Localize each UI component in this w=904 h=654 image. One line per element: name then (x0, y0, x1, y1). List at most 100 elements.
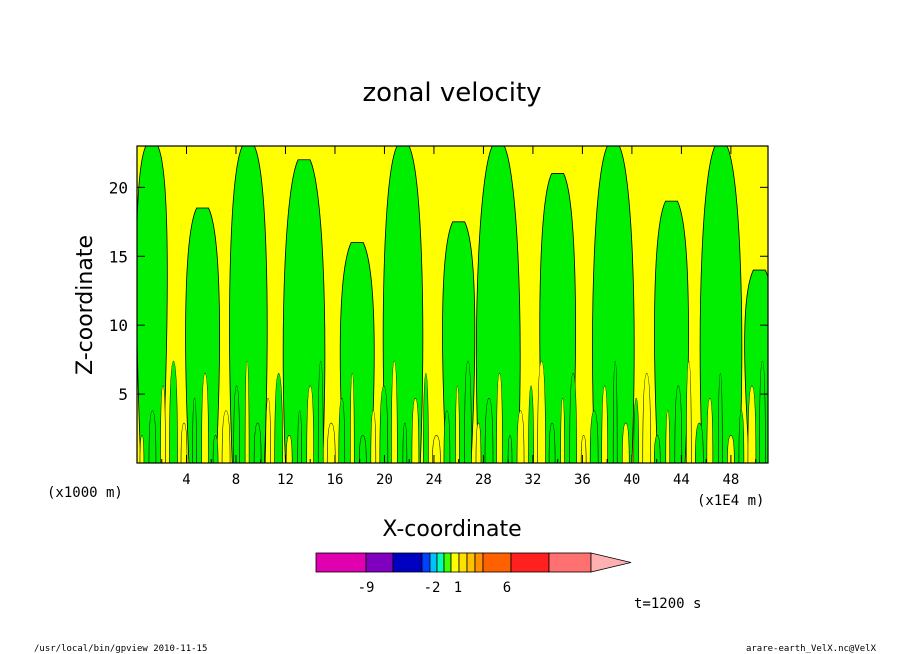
footer-right: arare-earth_VelX.nc@VelX (746, 644, 877, 654)
contour-plume-8 (539, 173, 576, 463)
contour-finger-24 (391, 360, 398, 463)
contour-plume-3 (282, 159, 326, 463)
colorbar-segment-7 (450, 552, 460, 573)
contour-finger-12 (265, 397, 271, 463)
colorbar-segment-8 (458, 552, 468, 573)
contour-plume-0 (137, 146, 168, 463)
contour-plume-9 (592, 146, 635, 463)
contour-finger-41 (569, 373, 577, 463)
time-label: t=1200 s (634, 596, 701, 612)
plot-area (136, 145, 769, 464)
contour-plume-11 (699, 146, 743, 463)
contour-finger-13 (274, 373, 283, 463)
colorbar-label-2: 1 (454, 580, 462, 596)
contour-finger-47 (633, 397, 640, 463)
y-tick-label-5: 5 (118, 385, 128, 404)
contour-finger-32 (475, 422, 482, 463)
x-tick-label-24: 24 (426, 472, 443, 488)
contour-finger-18 (326, 422, 336, 463)
contour-finger-43 (589, 410, 599, 463)
contour-finger-52 (686, 360, 692, 463)
colorbar-segment-12 (510, 552, 550, 573)
contour-finger-17 (317, 360, 324, 463)
x-axis-ticks: 4 8 12 16 20 24 28 32 36 40 44 48 (161, 146, 757, 488)
contour-finger-2 (160, 385, 166, 463)
contour-finger-6 (201, 373, 209, 463)
y-tick-label-10: 10 (109, 316, 128, 335)
contour-finger-14 (285, 435, 293, 463)
contour-finger-40 (560, 397, 565, 463)
contour-finger-51 (674, 385, 683, 463)
contour-finger-7 (212, 435, 219, 463)
contour-finger-20 (349, 373, 355, 463)
colorbar-label-0: -9 (358, 580, 375, 596)
contour-finger-42 (580, 435, 587, 463)
contour-finger-16 (306, 385, 315, 463)
x-tick-label-16: 16 (327, 472, 344, 488)
colorbar-segment-11 (482, 552, 512, 573)
contour-finger-36 (516, 410, 525, 463)
contour-finger-56 (727, 435, 735, 463)
colorbar-segment-6 (443, 552, 452, 573)
contour-finger-23 (379, 385, 389, 463)
contour-finger-54 (706, 397, 714, 463)
contour-finger-26 (411, 397, 420, 463)
contour-finger-22 (370, 410, 377, 463)
x-tick-label-32: 32 (524, 472, 541, 488)
contour-finger-58 (747, 385, 757, 463)
contour-finger-48 (642, 373, 652, 463)
x-tick-label-4: 4 (182, 472, 190, 488)
contour-finger-15 (297, 410, 302, 463)
contour-finger-53 (695, 422, 704, 463)
x-tick-label-48: 48 (722, 472, 739, 488)
colorbar-segment-2 (392, 552, 423, 573)
y-tick-label-20: 20 (109, 178, 128, 197)
contour-finger-55 (718, 373, 723, 463)
x-tick-label-28: 28 (475, 472, 492, 488)
contour-plume-2 (229, 146, 268, 463)
y-axis-ticks: 5 10 15 20 (109, 178, 768, 404)
contour-finger-46 (621, 422, 630, 463)
x-tick-label-8: 8 (232, 472, 240, 488)
contour-finger-45 (612, 360, 618, 463)
x-tick-label-44: 44 (673, 472, 690, 488)
x-tick-label-20: 20 (376, 472, 393, 488)
contour-finger-39 (548, 422, 556, 463)
chart-title: zonal velocity (362, 78, 541, 108)
colorbar-segment-1 (365, 552, 394, 573)
colorbar-segment-5 (436, 552, 445, 573)
contour-finger-44 (601, 385, 608, 463)
contour-finger-8 (221, 410, 231, 463)
x-axis-label: X-coordinate (382, 517, 521, 542)
footer-left: /usr/local/bin/gpview 2010-11-15 (34, 644, 207, 654)
contour-finger-25 (402, 422, 408, 463)
contour-finger-35 (507, 435, 513, 463)
contour-finger-5 (192, 397, 197, 463)
contour-finger-4 (180, 422, 188, 463)
colorbar-segment-4 (429, 552, 438, 573)
colorbar-label-1: -2 (424, 580, 441, 596)
y-tick-label-15: 15 (109, 247, 128, 266)
x-tick-label-36: 36 (574, 472, 591, 488)
contour-finger-33 (484, 397, 494, 463)
colorbar-arrow (590, 552, 632, 573)
contour-finger-34 (496, 373, 503, 463)
contour-finger-29 (443, 410, 451, 463)
colorbar-segment-3 (421, 552, 431, 573)
contour-finger-3 (169, 360, 178, 463)
contour-finger-50 (665, 410, 671, 463)
contour-finger-49 (653, 435, 661, 463)
contour-finger-27 (423, 373, 429, 463)
colorbar-segment-0 (315, 552, 367, 573)
contour-fills (137, 146, 768, 463)
contour-finger-57 (738, 410, 745, 463)
contour-finger-37 (528, 385, 534, 463)
contour-finger-19 (338, 397, 346, 463)
x-tick-label-40: 40 (623, 472, 640, 488)
contour-finger-1 (148, 410, 157, 463)
colorbar-labels: -9 -2 1 6 (358, 580, 512, 596)
contour-finger-38 (537, 360, 546, 463)
x-tick-label-12: 12 (277, 472, 294, 488)
contour-finger-9 (233, 385, 240, 463)
